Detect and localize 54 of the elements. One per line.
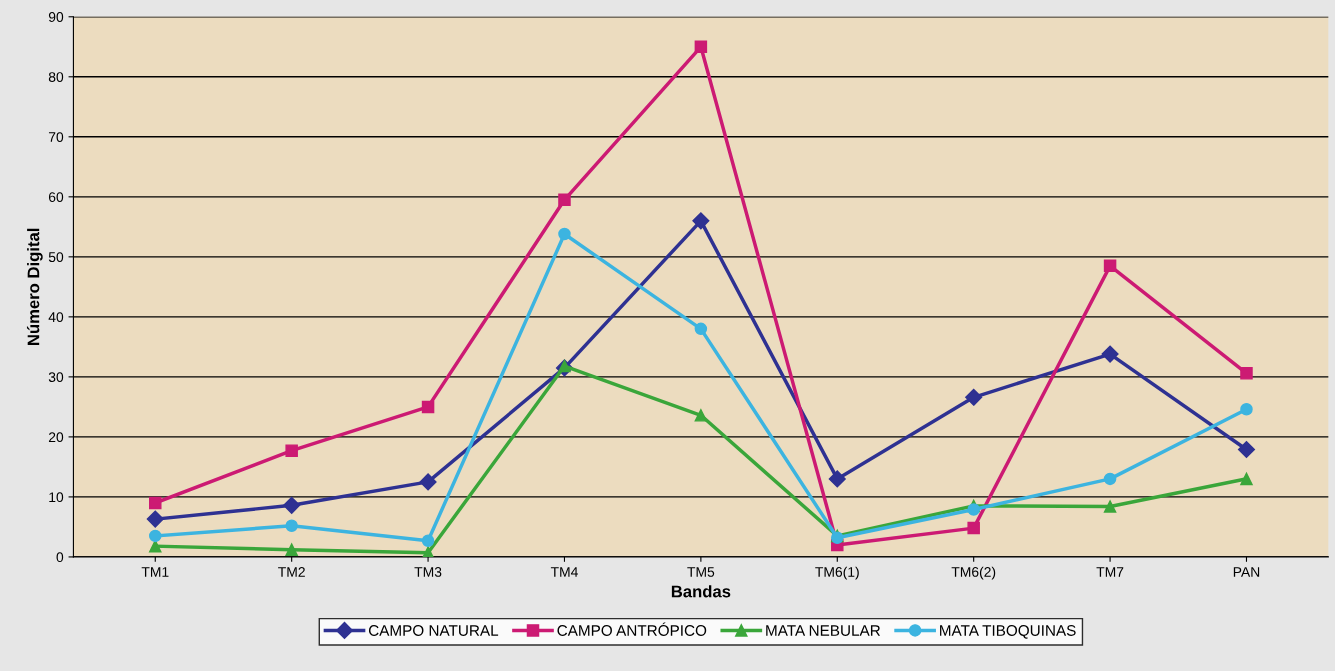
x-tick-label: TM7 [1096,567,1124,577]
point [967,521,980,535]
point [421,400,435,414]
y-tick-label: 10 [49,492,64,503]
y-tick-label: 90 [48,12,64,22]
point [1237,440,1256,459]
point [1103,472,1117,486]
point [285,444,298,457]
y-tick-label: 30 [48,372,64,383]
x-tick-label: TM6(2) [951,566,996,580]
point [1240,403,1253,416]
point [285,519,298,532]
x-tick-label: TM5 [687,567,715,577]
legend-label: CAMPO NATURAL [368,625,499,636]
point [965,388,983,406]
legend-label: MATA NEBULAR [766,625,881,636]
x-tick-label: TM2 [278,567,305,577]
point [1240,472,1253,486]
point [1240,367,1253,380]
point [1103,259,1117,273]
y-tick-label: 70 [48,132,64,142]
point [692,212,710,230]
y-tick-label: 80 [48,72,64,82]
x-tick-label: TM3 [414,567,442,577]
legend-label: MATA TIBOQUINAS [940,625,1076,639]
point [285,543,298,556]
y-tick-label: 0 [56,552,64,563]
y-tick-label: 50 [48,252,64,263]
y-axis-title: Número Digital [26,228,43,345]
point [421,534,435,547]
x-tick-label: TM6(1) [815,566,859,580]
point [828,470,846,488]
point [283,496,301,514]
legend-label: CAMPO ANTRÓPICO [557,622,707,636]
point [967,503,980,516]
point [558,227,571,241]
point [1101,345,1119,363]
point [558,359,571,373]
x-tick-label: TM1 [141,567,169,577]
x-tick-label: TM4 [550,567,578,577]
y-tick-label: 60 [48,192,64,202]
x-tick-label: PAN [1233,567,1260,577]
point [694,409,708,422]
x-axis-title: Bandas [671,585,731,598]
point [558,193,571,207]
point [694,322,708,336]
point [1103,500,1117,513]
point [146,510,164,528]
y-tick-label: 20 [48,432,64,443]
point [149,496,162,510]
point [419,473,437,491]
y-tick-label: 40 [48,312,64,323]
point [694,40,708,54]
point [149,529,162,543]
